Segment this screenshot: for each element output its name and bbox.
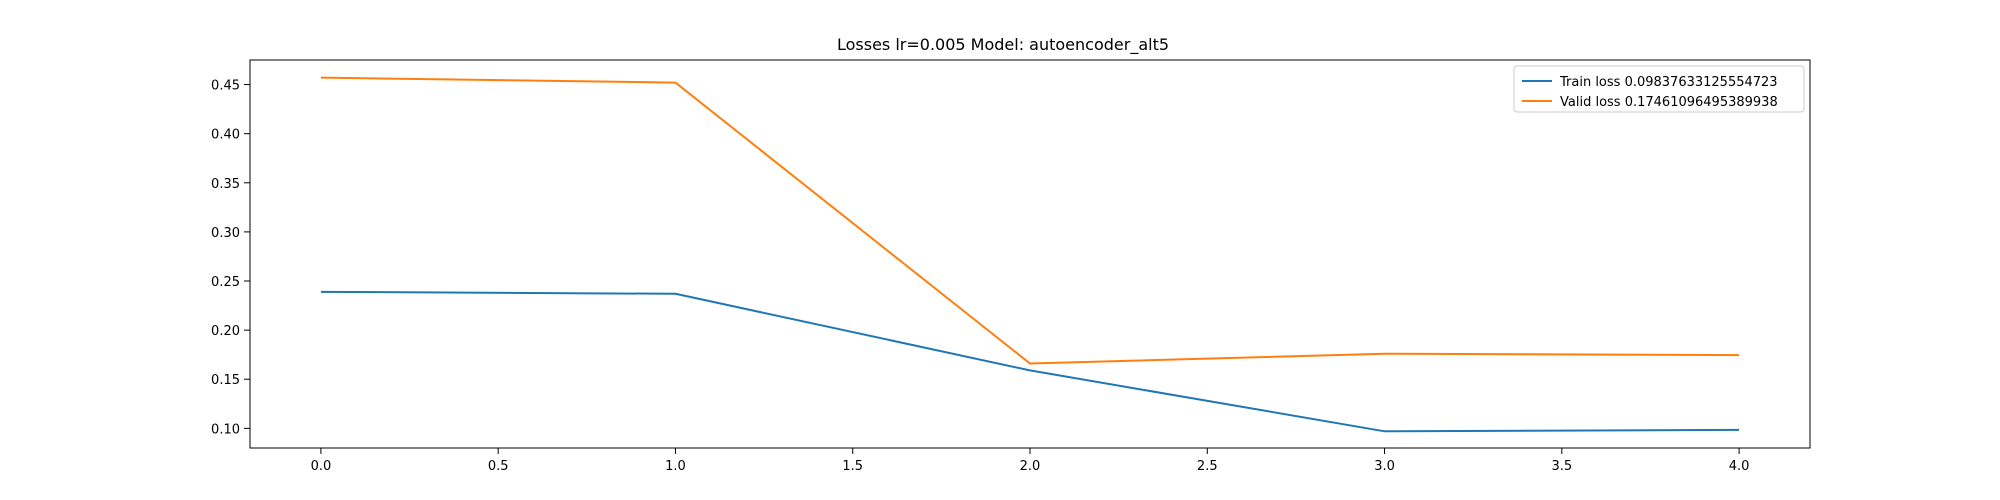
x-axis: 0.0 0.5 1.0 1.5 2.0 2.5 3.0 3.5 4.0 xyxy=(311,448,1750,474)
series-line-train-loss xyxy=(320,290,1740,433)
legend-box xyxy=(1513,65,1805,113)
x-tick-label: 1.0 xyxy=(665,459,686,474)
y-axis: 0.10 0.15 0.20 0.25 0.30 0.35 0.40 0.45 xyxy=(211,79,250,437)
y-tick-label: 0.40 xyxy=(211,128,240,143)
legend-label: Train loss 0.09837633125554723 xyxy=(1559,75,1778,90)
x-tick-label: 0.0 xyxy=(311,459,332,474)
x-tick-label: 3.0 xyxy=(1374,459,1395,474)
x-tick-label: 2.5 xyxy=(1197,459,1218,474)
y-tick-label: 0.20 xyxy=(211,324,240,339)
x-tick-label: 2.0 xyxy=(1020,459,1041,474)
x-tick-label: 1.5 xyxy=(842,459,863,474)
series-line-valid-loss xyxy=(320,76,1740,365)
y-tick-label: 0.15 xyxy=(211,373,240,388)
y-tick-label: 0.10 xyxy=(211,422,240,437)
series-layer xyxy=(320,76,1740,433)
x-tick-label: 3.5 xyxy=(1551,459,1572,474)
y-tick-label: 0.35 xyxy=(211,177,240,192)
plot-frame xyxy=(249,59,1811,449)
x-tick-label: 0.5 xyxy=(488,459,509,474)
x-tick-label: 4.0 xyxy=(1729,459,1750,474)
y-tick-label: 0.25 xyxy=(211,275,240,290)
chart-title: Losses lr=0.005 Model: autoencoder_alt5 xyxy=(837,35,1169,55)
legend: Train loss 0.09837633125554723 Valid loss… xyxy=(1513,65,1805,113)
y-tick-label: 0.45 xyxy=(211,79,240,94)
y-tick-label: 0.30 xyxy=(211,226,240,241)
legend-label: Valid loss 0.17461096495389938 xyxy=(1560,95,1778,110)
